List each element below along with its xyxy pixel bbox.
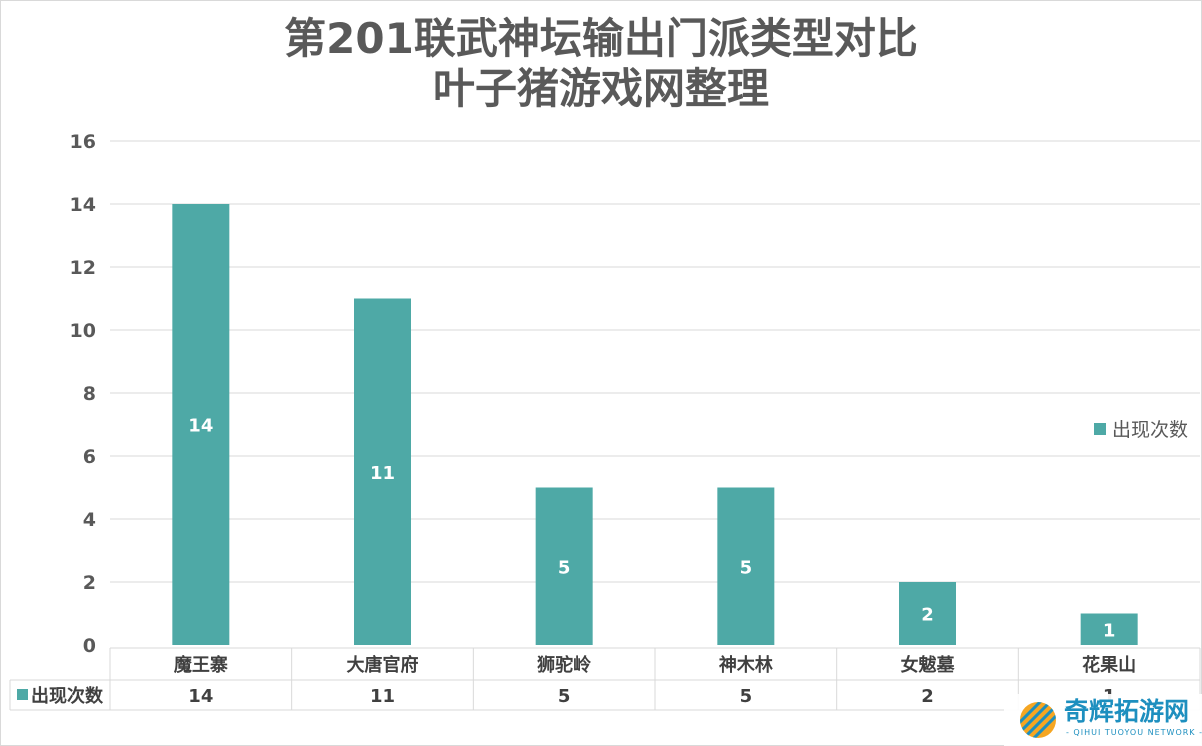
legend-key-icon [1094, 423, 1106, 435]
y-tick-label: 0 [83, 635, 96, 657]
bar-4 [717, 487, 775, 645]
table-value: 5 [740, 686, 753, 707]
x-category-label: 神木林 [719, 654, 773, 676]
y-tick-label: 10 [70, 320, 96, 342]
bar-3 [535, 487, 593, 645]
chart-title-line-2: 叶子猪游戏网整理 [432, 64, 769, 113]
data-label: 5 [740, 557, 753, 578]
table-value: 11 [370, 686, 395, 707]
table-series-name: 出现次数 [31, 685, 104, 707]
legend: 出现次数 [1094, 419, 1188, 441]
gridlines [110, 140, 1200, 583]
table-value: 5 [558, 686, 571, 707]
watermark-logo: 奇辉拓游网 - QIHUI TUOYOU NETWORK - [1004, 694, 1202, 746]
y-tick-label: 2 [83, 572, 96, 594]
watermark-emblem-icon [1020, 702, 1056, 738]
data-label: 14 [188, 416, 213, 437]
table-series-key-icon [17, 689, 28, 700]
chart-title-line-1: 第201联武神坛输出门派类型对比 [284, 14, 918, 63]
bar-5 [899, 582, 956, 645]
x-category-label: 大唐官府 [347, 654, 419, 676]
watermark-name: 奇辉拓游网 [1064, 697, 1190, 726]
table-value: 14 [188, 686, 213, 707]
y-tick-label: 8 [83, 383, 96, 405]
bars: 14 11 5 5 2 1 [172, 204, 1138, 645]
legend-label: 出现次数 [1112, 419, 1188, 441]
watermark-subtitle: - QIHUI TUOYOU NETWORK - [1066, 728, 1202, 737]
bar-6 [1080, 613, 1138, 645]
data-table: 魔王寨14大唐官府11狮驼岭5神木林5女魃墓2花果山1出现次数 [9, 647, 1201, 711]
y-tick-label: 14 [70, 194, 96, 216]
y-tick-label: 12 [70, 257, 96, 279]
x-category-label: 女魃墓 [901, 654, 956, 676]
x-category-label: 花果山 [1082, 654, 1136, 676]
bar-2 [354, 298, 411, 645]
data-label: 5 [558, 557, 571, 578]
table-value: 2 [921, 686, 934, 707]
x-category-label: 狮驼岭 [537, 654, 591, 676]
data-label: 1 [1103, 620, 1116, 641]
chart-title: 第201联武神坛输出门派类型对比 叶子猪游戏网整理 [0, 14, 1202, 114]
bar-1 [172, 204, 230, 645]
data-label: 2 [921, 605, 934, 626]
x-category-label: 魔王寨 [174, 654, 228, 676]
y-tick-label: 6 [83, 446, 96, 468]
y-tick-label: 4 [83, 509, 96, 531]
y-tick-label: 16 [70, 131, 96, 153]
data-label: 11 [370, 463, 395, 484]
y-axis: 0 2 4 6 8 10 12 14 16 [70, 131, 96, 657]
